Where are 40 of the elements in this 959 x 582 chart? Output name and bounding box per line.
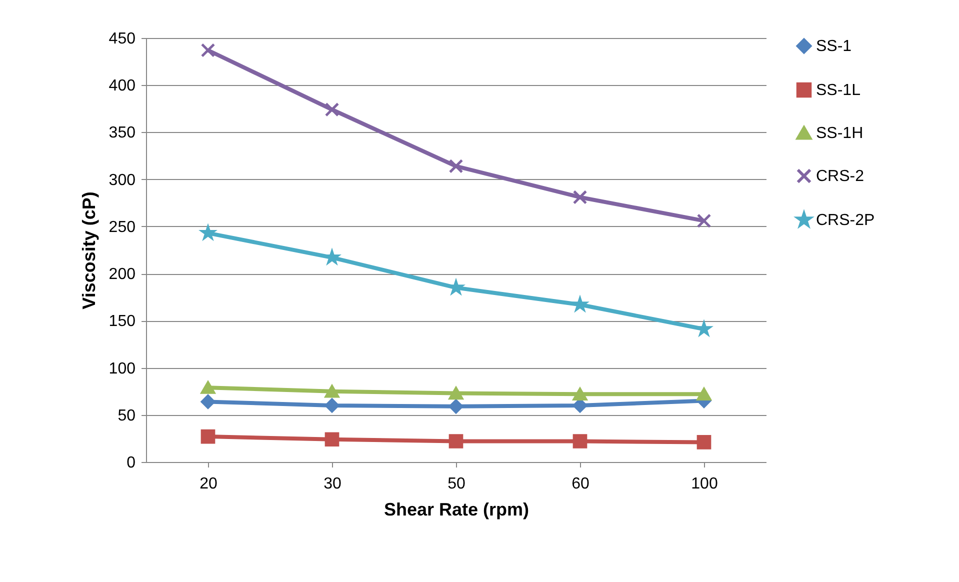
point <box>448 158 464 174</box>
x-tick-label: 30 <box>324 476 342 492</box>
y-tick-label: 450 <box>108 30 136 48</box>
point <box>696 435 712 450</box>
y-tick-label: 350 <box>108 124 136 142</box>
point <box>324 384 340 398</box>
point <box>200 381 216 394</box>
x-tick-label: 60 <box>572 476 590 492</box>
point <box>572 190 588 204</box>
y-tick-label: 150 <box>108 313 136 330</box>
y-tick-label: 400 <box>108 78 136 95</box>
x-tick-label: 100 <box>691 476 718 492</box>
point <box>572 434 588 448</box>
point <box>448 399 464 414</box>
y-tick-label: 300 <box>108 172 136 189</box>
x-axis-title: Shear Rate (rpm) <box>384 500 530 520</box>
legend-label: SS-1 <box>816 38 852 55</box>
point <box>448 386 464 400</box>
y-tick-label: 100 <box>108 360 136 378</box>
point <box>324 398 340 413</box>
legend-label: CRS-2 <box>816 168 864 185</box>
y-tick-label: 0 <box>126 454 136 472</box>
legend-label: SS-1L <box>816 82 861 99</box>
legend-label: CRS-2P <box>816 212 875 229</box>
y-axis-title: Viscosity (cP) <box>78 192 99 310</box>
x-tick-label: 50 <box>448 476 466 492</box>
y-tick-label: 250 <box>108 218 136 236</box>
point <box>324 102 340 117</box>
point <box>200 43 216 58</box>
point <box>324 432 340 447</box>
point <box>200 394 216 409</box>
legend-label: SS-1H <box>816 125 864 142</box>
point <box>696 214 712 228</box>
y-tick-label: 50 <box>118 407 136 424</box>
point <box>200 429 216 444</box>
x-tick-label: 20 <box>200 476 218 492</box>
y-tick-label: 200 <box>108 266 136 284</box>
point <box>572 388 588 401</box>
point <box>448 434 464 448</box>
point <box>696 388 712 401</box>
